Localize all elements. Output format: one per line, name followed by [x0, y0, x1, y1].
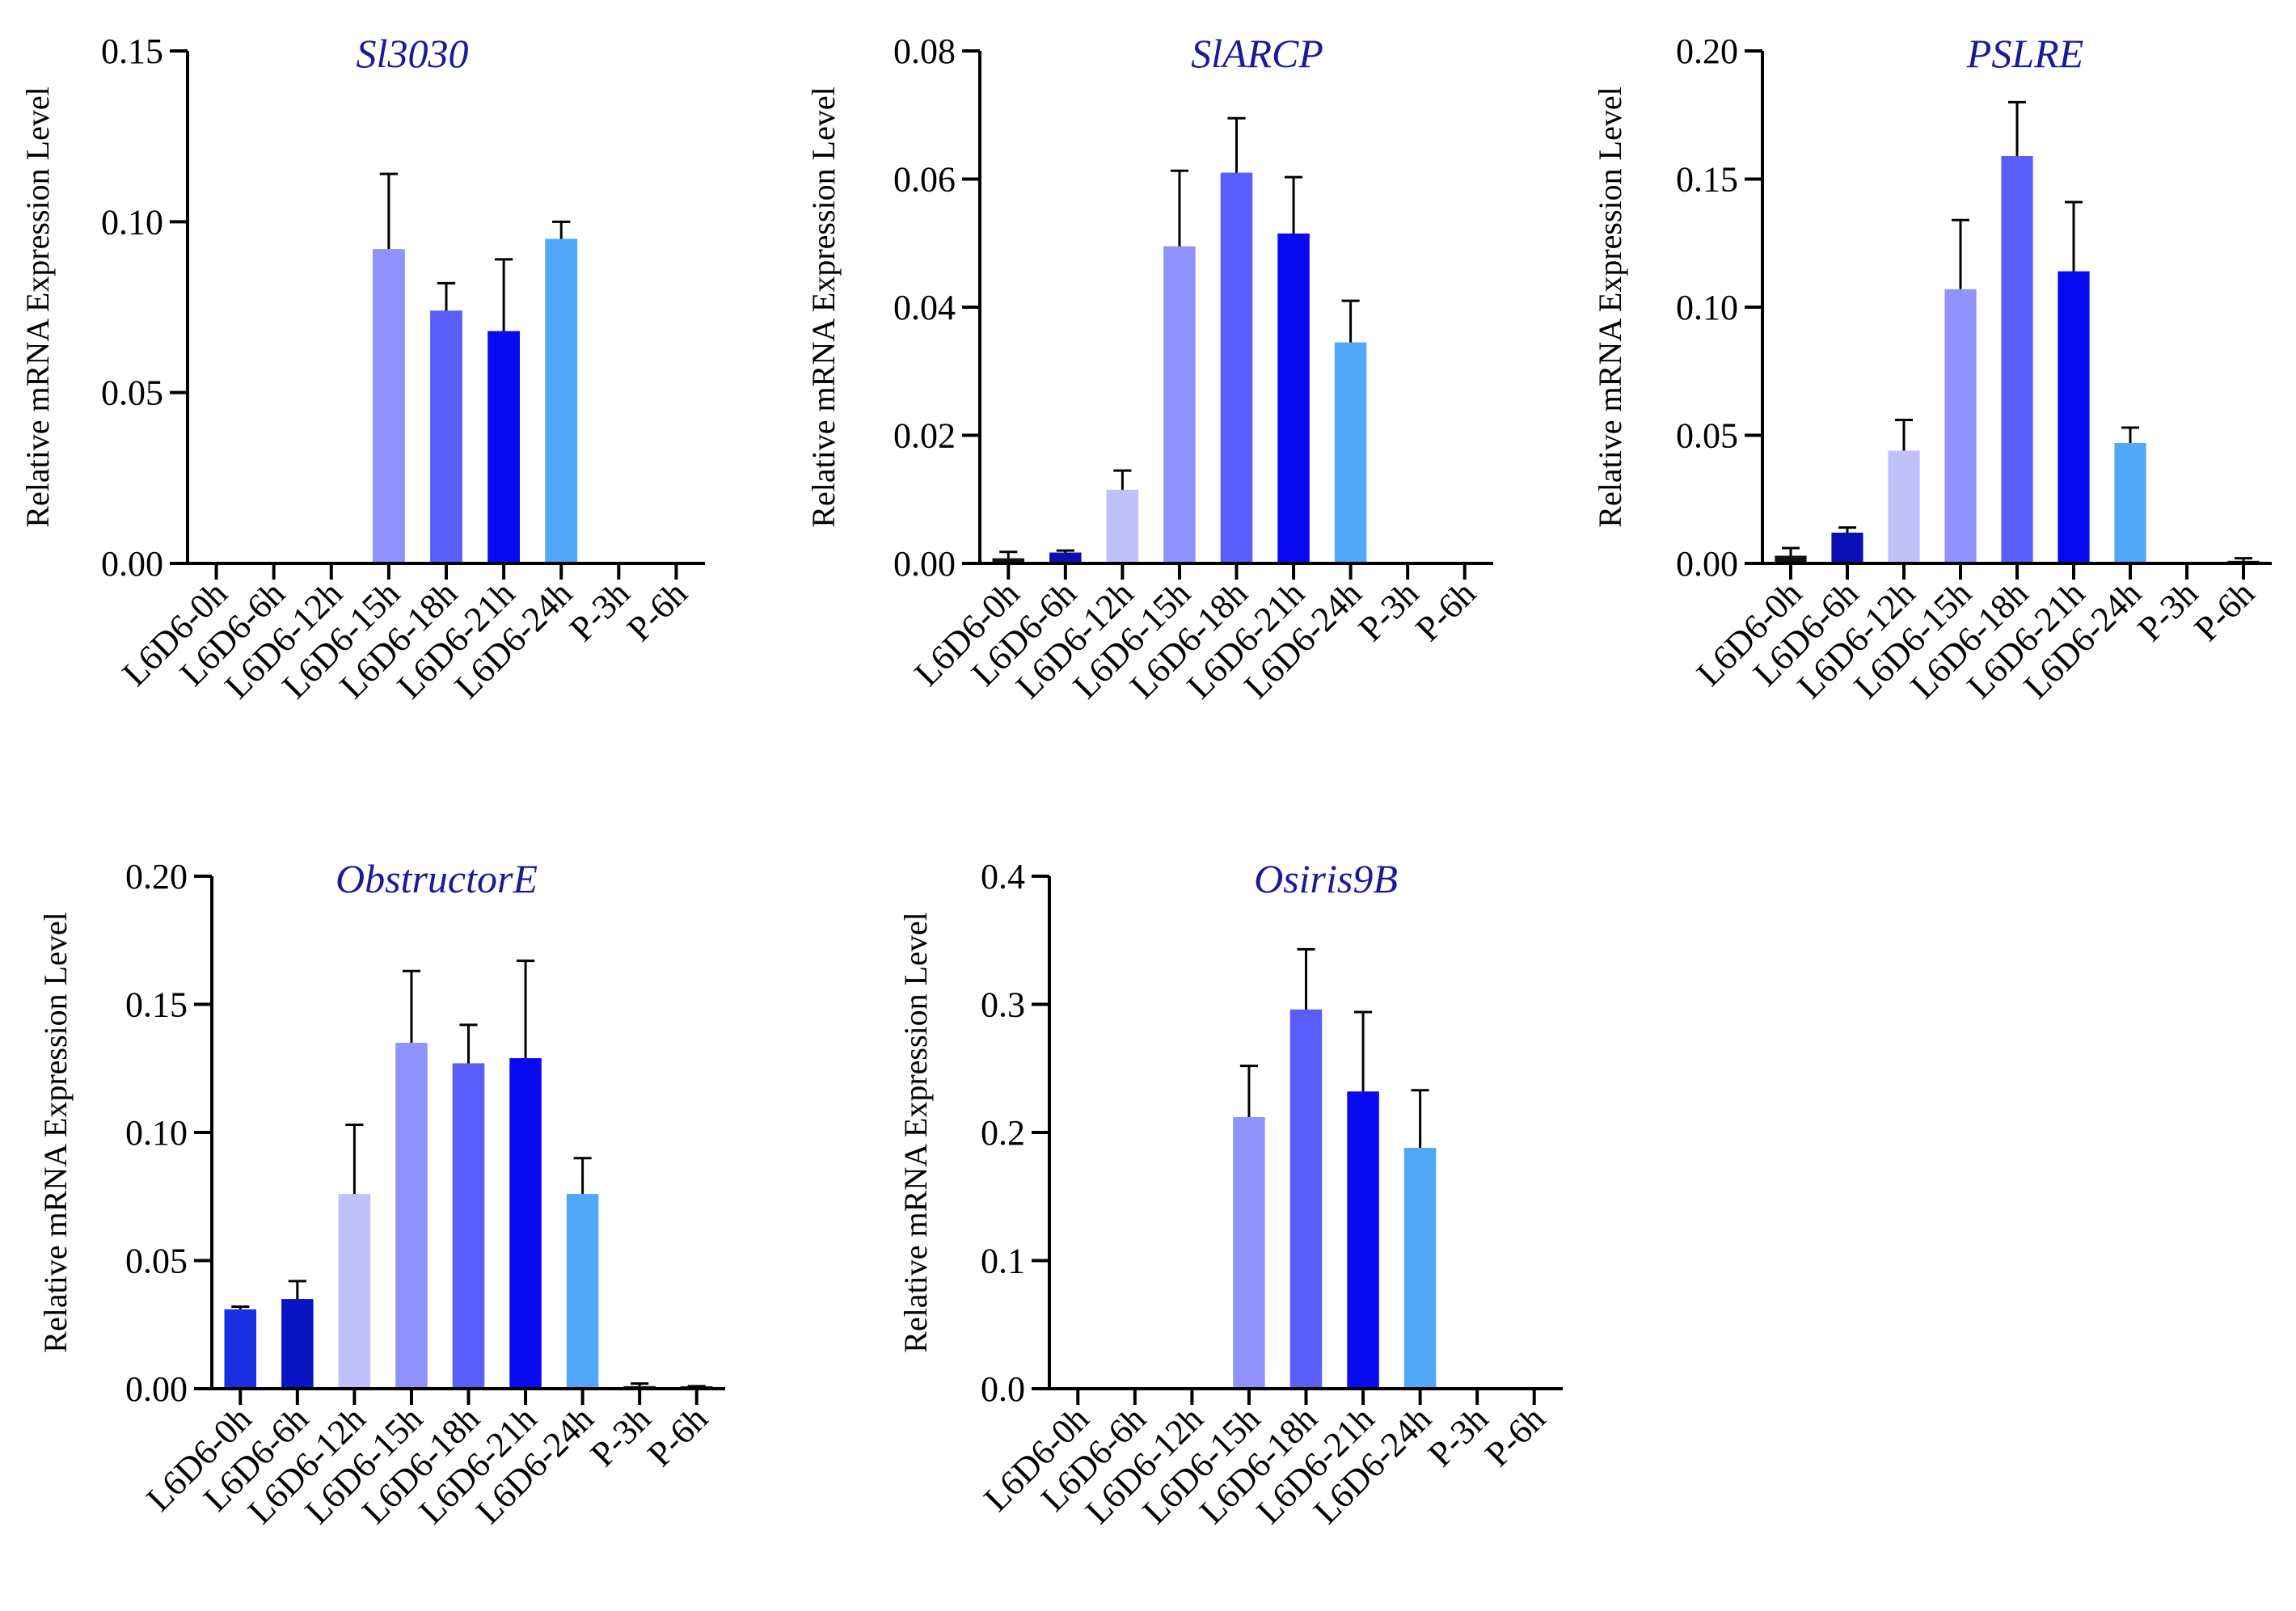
y-tick-label: 0.15 — [1676, 160, 1738, 200]
chart-panel-4: 0.00.10.20.30.4L6D6-0hL6D6-6hL6D6-12hL6D… — [897, 856, 1563, 1532]
bar-L6D6-18h — [1220, 172, 1253, 563]
bar-L6D6-6h — [281, 1299, 314, 1389]
y-axis-label: Relative mRNA Expression Level — [897, 912, 934, 1352]
y-tick-label: 0.10 — [1676, 288, 1738, 327]
bar-L6D6-15h — [395, 1043, 428, 1389]
y-tick-label: 0.3 — [981, 985, 1025, 1025]
y-tick-label: 0.15 — [125, 985, 188, 1025]
y-axis-label: Relative mRNA Expression Level — [805, 86, 842, 527]
y-tick-label: 0.08 — [893, 32, 956, 71]
bar-L6D6-21h — [2058, 271, 2090, 563]
y-tick-label: 0.2 — [981, 1113, 1025, 1153]
bar-L6D6-18h — [2001, 155, 2033, 563]
bar-L6D6-0h — [992, 558, 1025, 563]
chart-panel-3: 0.000.050.100.150.20L6D6-0hL6D6-6hL6D6-1… — [37, 856, 725, 1532]
chart-title: Osiris9B — [1254, 856, 1398, 901]
y-tick-label: 0.10 — [125, 1113, 188, 1153]
bar-L6D6-24h — [1403, 1148, 1437, 1389]
y-axis-label: Relative mRNA Expression Level — [37, 912, 74, 1352]
bar-L6D6-6h — [1049, 552, 1082, 563]
bar-L6D6-12h — [338, 1194, 371, 1389]
bar-L6D6-0h — [1775, 555, 1807, 563]
y-tick-label: 0.05 — [1676, 416, 1738, 456]
y-tick-label: 0.15 — [101, 32, 163, 71]
bar-L6D6-24h — [1334, 342, 1367, 563]
x-tick-label: P-3h — [2130, 573, 2205, 648]
bar-L6D6-12h — [1888, 450, 1920, 563]
y-tick-label: 0.00 — [1676, 544, 1738, 584]
chart-title: SlARCP — [1191, 31, 1323, 76]
x-tick-label: P-6h — [1477, 1398, 1552, 1474]
y-tick-label: 0.00 — [101, 544, 163, 584]
y-tick-label: 0.05 — [101, 373, 163, 413]
y-tick-label: 0.4 — [981, 857, 1025, 896]
x-tick-label: P-6h — [619, 573, 694, 648]
y-tick-label: 0.00 — [893, 544, 956, 584]
y-tick-label: 0.1 — [981, 1242, 1025, 1281]
bar-L6D6-21h — [487, 331, 521, 563]
x-tick-label: P-3h — [583, 1398, 658, 1474]
y-tick-label: 0.20 — [125, 857, 188, 896]
y-tick-label: 0.02 — [893, 416, 956, 456]
x-tick-label: P-3h — [1351, 573, 1426, 648]
y-tick-label: 0.20 — [1676, 32, 1738, 71]
x-tick-label: P-6h — [2187, 573, 2262, 648]
bar-L6D6-24h — [566, 1194, 599, 1389]
bar-L6D6-18h — [1289, 1009, 1323, 1389]
bar-L6D6-12h — [1106, 489, 1139, 563]
x-tick-label: P-3h — [1420, 1398, 1496, 1474]
bar-L6D6-15h — [1163, 246, 1196, 563]
bar-L6D6-21h — [1277, 233, 1310, 563]
bar-L6D6-15h — [1233, 1116, 1265, 1389]
chart-panel-0: 0.000.050.100.15L6D6-0hL6D6-6hL6D6-12hL6… — [19, 31, 705, 706]
chart-panel-1: 0.000.020.040.060.08L6D6-0hL6D6-6hL6D6-1… — [805, 31, 1493, 706]
y-tick-label: 0.0 — [981, 1369, 1025, 1409]
y-tick-label: 0.04 — [893, 288, 956, 327]
bar-L6D6-18h — [430, 310, 462, 563]
x-tick-label: P-6h — [1408, 573, 1483, 648]
chart-title: Sl3030 — [357, 31, 469, 76]
bar-L6D6-24h — [2114, 443, 2146, 563]
bar-L6D6-21h — [509, 1058, 542, 1389]
chart-title: PSLRE — [1966, 31, 2083, 76]
bar-L6D6-0h — [224, 1309, 257, 1389]
y-axis-label: Relative mRNA Expression Level — [19, 86, 56, 527]
x-tick-label: P-6h — [639, 1398, 715, 1474]
bar-L6D6-15h — [1944, 289, 1977, 563]
y-tick-label: 0.00 — [125, 1369, 188, 1409]
bar-L6D6-18h — [452, 1063, 485, 1389]
bar-L6D6-21h — [1347, 1091, 1379, 1389]
y-tick-label: 0.10 — [101, 202, 163, 242]
y-axis-label: Relative mRNA Expression Level — [1592, 86, 1628, 527]
x-tick-label: P-3h — [562, 573, 637, 648]
y-tick-label: 0.05 — [125, 1242, 188, 1281]
bar-L6D6-15h — [372, 249, 405, 563]
chart-panel-2: 0.000.050.100.150.20L6D6-0hL6D6-6hL6D6-1… — [1592, 31, 2272, 706]
bar-L6D6-6h — [1831, 532, 1863, 563]
chart-title: ObstructorE — [336, 856, 538, 901]
bar-L6D6-24h — [545, 238, 578, 563]
y-tick-label: 0.06 — [893, 160, 956, 200]
